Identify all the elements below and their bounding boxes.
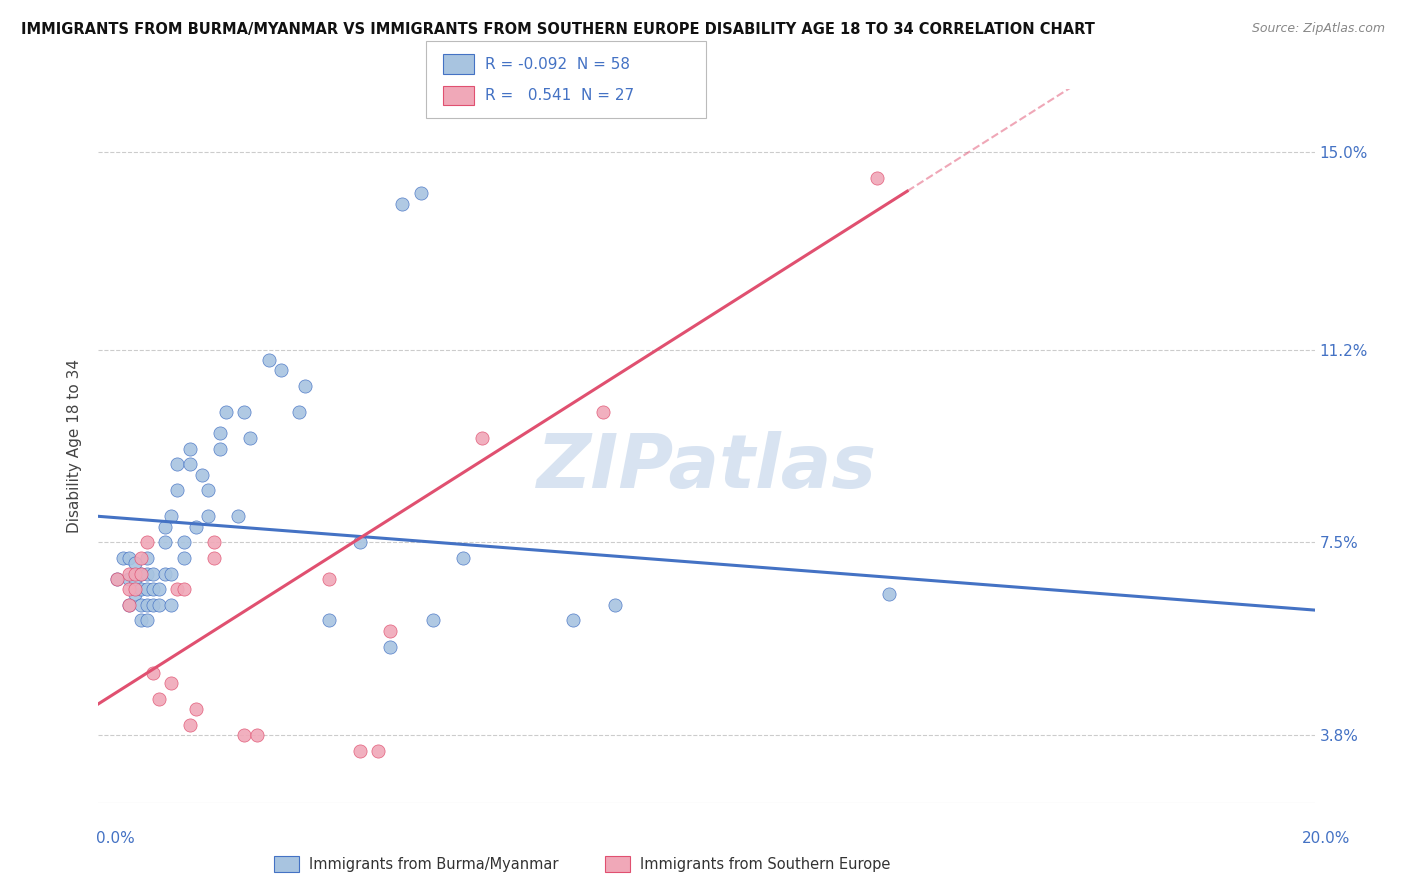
Point [561,614,583,628]
Point [257,353,280,368]
Point [166,582,188,597]
Y-axis label: Disability Age 18 to 34: Disability Age 18 to 34 [67,359,83,533]
Point [197,483,219,498]
Point [155,566,177,581]
Point [155,520,177,534]
Point [866,170,889,185]
Point [179,442,201,456]
Point [349,744,371,758]
Point [270,363,292,377]
Point [409,186,432,201]
Point [118,598,141,612]
Point [173,551,195,566]
Point [105,572,128,586]
Point [173,535,195,549]
Point [179,457,201,471]
Point [136,614,159,628]
Point [148,582,170,597]
Point [124,587,146,601]
Point [105,572,128,586]
Point [142,566,165,581]
Point [124,572,146,586]
Point [380,640,402,654]
Point [184,520,207,534]
Point [118,572,141,586]
Point [136,551,159,566]
Text: 20.0%: 20.0% [1302,831,1350,847]
Point [124,566,146,581]
Point [239,431,262,445]
Point [136,598,159,612]
Point [391,196,413,211]
Text: R = -0.092  N = 58: R = -0.092 N = 58 [485,57,630,71]
Point [129,566,152,581]
Point [124,556,146,570]
Point [209,425,232,440]
Point [136,582,159,597]
Text: IMMIGRANTS FROM BURMA/MYANMAR VS IMMIGRANTS FROM SOUTHERN EUROPE DISABILITY AGE : IMMIGRANTS FROM BURMA/MYANMAR VS IMMIGRA… [21,22,1095,37]
Point [118,551,141,566]
Point [605,598,627,612]
Point [470,431,492,445]
Point [148,691,170,706]
Text: Source: ZipAtlas.com: Source: ZipAtlas.com [1251,22,1385,36]
Point [380,624,402,638]
Point [202,551,225,566]
Point [160,509,183,524]
Point [191,467,214,482]
Point [142,582,165,597]
Point [294,379,316,393]
Point [179,717,201,731]
Point [197,509,219,524]
Point [129,566,152,581]
Point [288,405,311,419]
Point [233,405,256,419]
Point [142,598,165,612]
Point [173,582,195,597]
Point [202,535,225,549]
Point [160,676,183,690]
Point [184,702,207,716]
Point [209,442,232,456]
Text: ZIPatlas: ZIPatlas [537,431,876,504]
Point [166,457,188,471]
Point [318,614,340,628]
Point [245,728,267,742]
Text: Immigrants from Southern Europe: Immigrants from Southern Europe [640,857,890,871]
Point [148,598,170,612]
Point [453,551,475,566]
Text: Immigrants from Burma/Myanmar: Immigrants from Burma/Myanmar [309,857,558,871]
Point [136,566,159,581]
Point [160,566,183,581]
Point [422,614,444,628]
Point [129,582,152,597]
Point [367,744,389,758]
Point [226,509,249,524]
Point [111,551,134,566]
Point [129,614,152,628]
Point [129,551,152,566]
Point [155,535,177,549]
Point [118,566,141,581]
Point [129,598,152,612]
Point [118,598,141,612]
Text: R =   0.541  N = 27: R = 0.541 N = 27 [485,88,634,103]
Point [349,535,371,549]
Point [142,665,165,680]
Point [877,587,900,601]
Point [124,582,146,597]
Text: 0.0%: 0.0% [96,831,135,847]
Point [233,728,256,742]
Point [118,582,141,597]
Point [166,483,188,498]
Point [160,598,183,612]
Point [136,535,159,549]
Point [592,405,614,419]
Point [318,572,340,586]
Point [215,405,238,419]
